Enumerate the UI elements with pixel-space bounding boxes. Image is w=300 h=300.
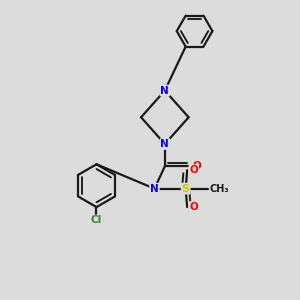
Text: O: O [192,161,201,171]
Text: Cl: Cl [91,215,102,225]
Text: N: N [150,184,159,194]
Text: CH₃: CH₃ [209,184,229,194]
Text: O: O [189,202,198,212]
Text: O: O [189,165,198,175]
Text: S: S [182,184,190,194]
Text: N: N [160,139,169,149]
Text: N: N [160,85,169,96]
